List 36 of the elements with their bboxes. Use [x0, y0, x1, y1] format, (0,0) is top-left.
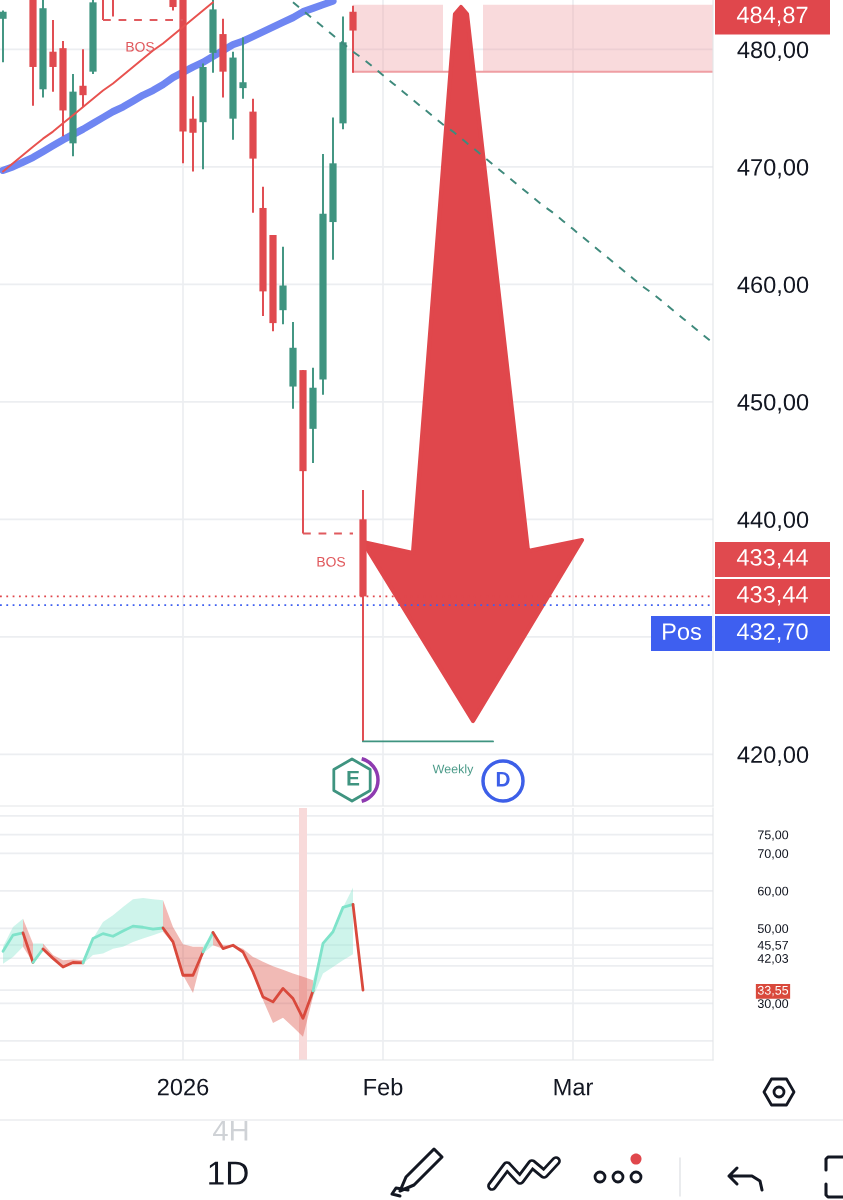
candlestick [49, 19, 57, 93]
annotation: D [496, 772, 510, 787]
annotation: BOS [317, 556, 346, 567]
x-tick-label: Feb [364, 1078, 403, 1096]
annotation: BOS [126, 41, 155, 52]
annotation: Weekly [432, 764, 474, 776]
y-tick-label: 30,00 [757, 999, 789, 1010]
y-tick-label: 42,03 [757, 954, 789, 965]
candlestick [349, 4, 357, 74]
y-tick-label: 33,55 [757, 985, 789, 997]
text: 433,44 [736, 549, 808, 569]
x-tick-label: Mar [554, 1078, 593, 1096]
text: Pos 432,70 [663, 623, 808, 643]
y-tick-label: 75,00 [758, 830, 789, 841]
y-tick-label: 440,00 [737, 511, 809, 531]
line-series [2, 1, 214, 173]
y-tick-label: 60,00 [758, 886, 789, 897]
y-tick-label: 45,57 [757, 940, 789, 952]
y-tick-label: 50,00 [757, 924, 789, 935]
y-tick-label: 450,00 [737, 393, 809, 414]
y-tick-label: 460,00 [737, 276, 809, 296]
y-tick-label: 70,00 [758, 849, 789, 860]
candlestick [239, 36, 247, 100]
y-tick-label: 420,00 [737, 746, 809, 766]
y-tick-label: 470,00 [737, 158, 809, 179]
y-tick-label: 480,00 [737, 41, 809, 61]
text: 484,87 [736, 6, 808, 27]
candlestick [79, 48, 87, 108]
annotation: E [347, 771, 360, 786]
line-series [311, 902, 355, 993]
ref-line-label: 433,44 [736, 586, 808, 606]
candlestick [0, 9, 7, 64]
text: 1D [209, 1161, 248, 1185]
candlestick [189, 95, 197, 173]
x-tick-label: 2026 [157, 1078, 209, 1096]
line-series [211, 931, 315, 1020]
